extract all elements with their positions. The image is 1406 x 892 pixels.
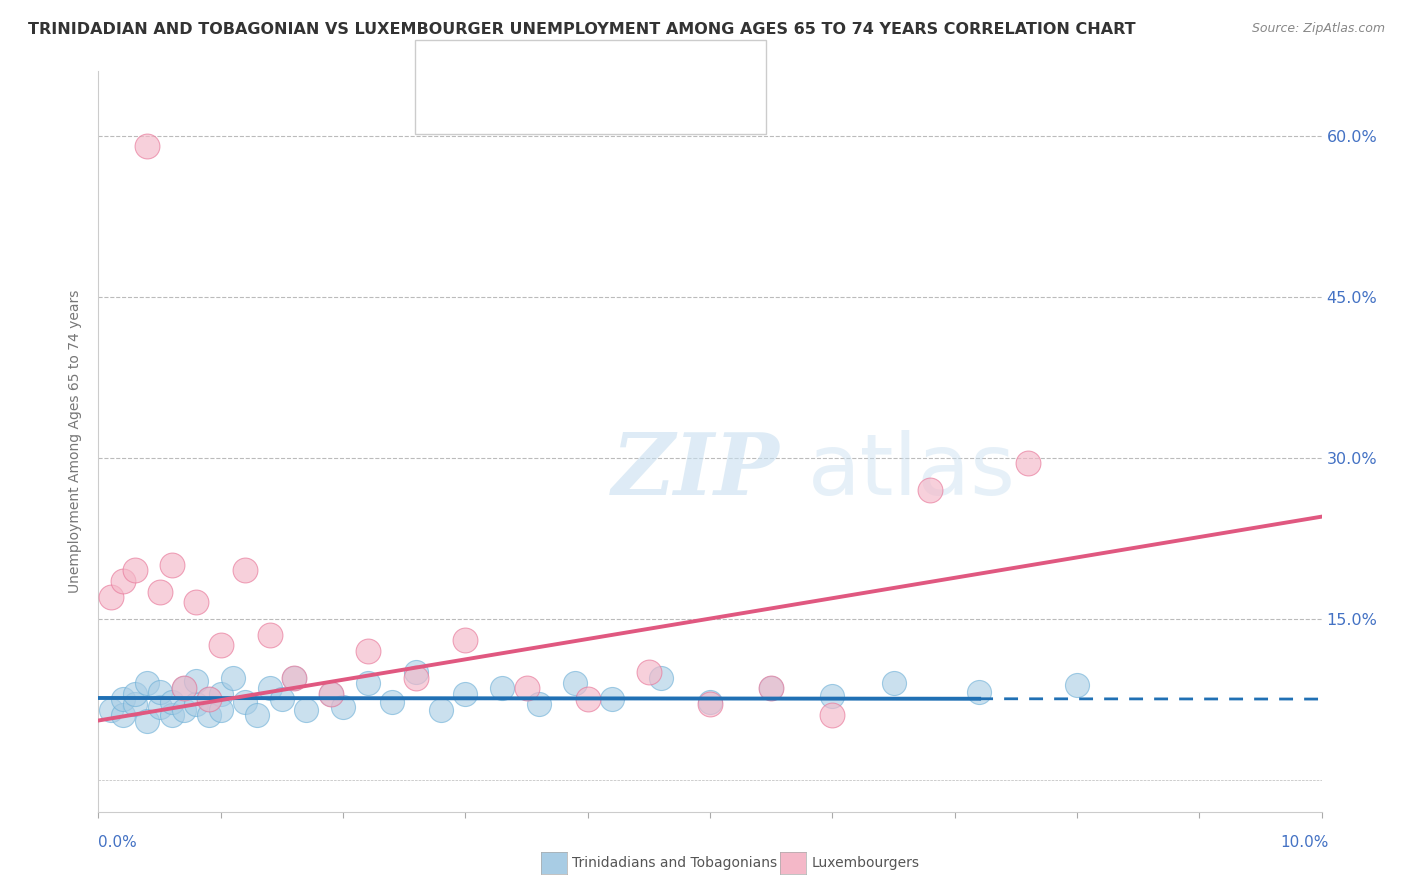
Text: 0.0%: 0.0% (98, 836, 138, 850)
Point (222, 671, 245, 685)
Point (111, 574, 134, 588)
Point (356, 676, 378, 690)
Point (186, 673, 208, 688)
Point (233, 695, 256, 709)
Point (186, 595, 208, 609)
Point (259, 628, 281, 642)
Text: 0.260: 0.260 (506, 97, 554, 112)
Text: R =: R = (475, 61, 509, 75)
Point (295, 703, 318, 717)
Point (259, 681, 281, 696)
Point (124, 563, 146, 577)
Point (319, 687, 342, 701)
Text: R =: R = (475, 97, 509, 112)
Text: 25: 25 (607, 97, 628, 112)
Point (209, 687, 232, 701)
Text: N =: N = (576, 97, 610, 112)
Point (149, 584, 172, 599)
Point (124, 687, 146, 701)
Point (650, 671, 672, 685)
Point (173, 681, 195, 696)
Point (821, 689, 844, 703)
Text: atlas: atlas (808, 430, 1017, 513)
Point (405, 665, 427, 680)
Point (100, 703, 122, 717)
Point (491, 681, 513, 696)
Point (699, 698, 721, 712)
Point (173, 681, 195, 696)
Point (319, 687, 342, 701)
Point (699, 695, 721, 709)
Text: N =: N = (576, 61, 610, 75)
Point (430, 703, 453, 717)
Point (197, 692, 219, 706)
Y-axis label: Unemployment Among Ages 65 to 74 years: Unemployment Among Ages 65 to 74 years (69, 290, 83, 593)
Point (454, 633, 477, 648)
Text: ZIP: ZIP (612, 429, 780, 513)
Point (111, 692, 134, 706)
Point (197, 692, 219, 706)
Text: Luxembourgers: Luxembourgers (811, 856, 920, 871)
Point (124, 698, 146, 712)
Point (246, 708, 269, 723)
Point (759, 681, 782, 696)
Point (136, 714, 159, 728)
Text: 10.0%: 10.0% (1281, 836, 1329, 850)
Text: 44: 44 (607, 61, 628, 75)
Point (160, 558, 183, 572)
Point (149, 699, 172, 714)
Point (967, 684, 990, 698)
Point (381, 695, 404, 709)
Point (173, 703, 195, 717)
Point (283, 671, 305, 685)
Point (332, 699, 354, 714)
Point (283, 671, 305, 685)
Point (270, 692, 292, 706)
Point (233, 563, 256, 577)
Point (600, 692, 623, 706)
Point (454, 687, 477, 701)
Point (516, 681, 538, 696)
Text: TRINIDADIAN AND TOBAGONIAN VS LUXEMBOURGER UNEMPLOYMENT AMONG AGES 65 TO 74 YEAR: TRINIDADIAN AND TOBAGONIAN VS LUXEMBOURG… (28, 22, 1136, 37)
Point (160, 708, 183, 723)
Text: Trinidadians and Tobagonians: Trinidadians and Tobagonians (572, 856, 778, 871)
Point (209, 639, 232, 653)
Point (821, 708, 844, 723)
Point (160, 695, 183, 709)
Text: Source: ZipAtlas.com: Source: ZipAtlas.com (1251, 22, 1385, 36)
Point (136, 139, 159, 153)
Point (209, 703, 232, 717)
Point (356, 644, 378, 658)
Point (920, 483, 942, 497)
Point (1017, 456, 1039, 470)
Point (1066, 678, 1088, 692)
Point (136, 676, 159, 690)
Point (883, 676, 905, 690)
Point (564, 676, 586, 690)
Point (100, 590, 122, 604)
Point (527, 698, 550, 712)
Point (637, 665, 661, 680)
Point (111, 708, 134, 723)
Point (197, 708, 219, 723)
Point (186, 698, 208, 712)
Point (759, 681, 782, 696)
Point (405, 671, 427, 685)
Point (149, 684, 172, 698)
Point (576, 692, 599, 706)
Text: -0.008: -0.008 (506, 61, 561, 75)
